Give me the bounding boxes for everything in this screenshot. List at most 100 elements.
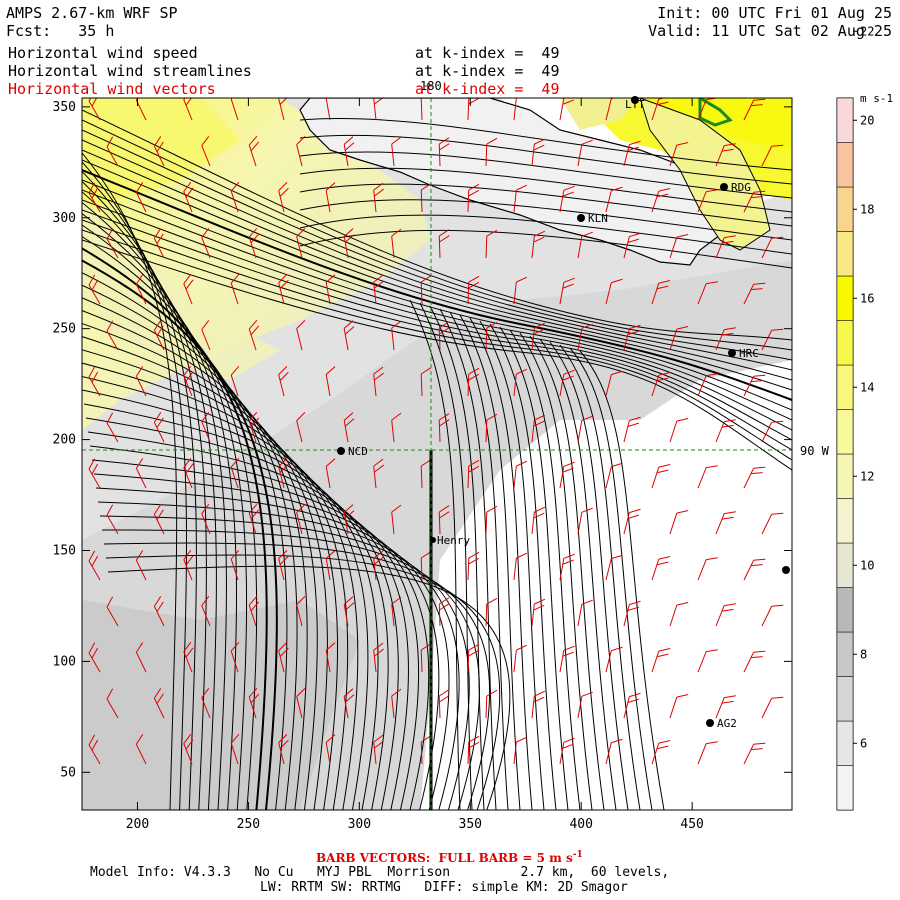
- barb-flag: [533, 144, 545, 151]
- barb-flag: [516, 460, 528, 467]
- barb-staff: [513, 98, 517, 121]
- barb-flag: [343, 596, 354, 605]
- wind-barb: [373, 642, 384, 673]
- barb-flag: [563, 369, 575, 375]
- barb-flag: [344, 602, 355, 611]
- wind-barb: [278, 366, 289, 397]
- barb-flag: [325, 642, 336, 651]
- barb-flag: [611, 554, 623, 560]
- wind-barb: [230, 273, 240, 305]
- wind-barb: [135, 182, 147, 213]
- barb-staff: [420, 557, 423, 581]
- streamline: [519, 332, 593, 810]
- wind-barb: [623, 324, 641, 351]
- barb-flag: [183, 549, 192, 560]
- wind-barb: [438, 137, 450, 167]
- colorbar-swatch: [836, 498, 854, 544]
- barb-staff: [438, 695, 441, 719]
- colorbar-swatch: [836, 542, 854, 588]
- barb-flag: [91, 279, 99, 291]
- wind-barb: [230, 733, 240, 765]
- barb-flag: [325, 274, 336, 283]
- station-dot-rdg: [720, 183, 728, 191]
- wind-barb: [201, 319, 211, 351]
- wind-barb: [88, 98, 101, 121]
- barb-flag: [629, 324, 641, 330]
- barb-flag: [344, 234, 355, 243]
- wind-barb: [485, 321, 498, 351]
- barb-flag: [374, 464, 384, 473]
- wind-barb: [651, 187, 671, 213]
- barb-flag: [721, 424, 734, 428]
- barb-flag: [296, 504, 306, 514]
- barb-staff: [201, 513, 211, 535]
- barb-staff: [325, 650, 331, 673]
- barb-flag: [106, 228, 114, 240]
- barb-staff: [325, 374, 331, 397]
- barb-staff: [391, 328, 395, 351]
- barb-flag: [658, 555, 671, 560]
- y-tick-label: 350: [53, 100, 76, 115]
- barb-staff: [743, 560, 755, 581]
- wind-barb: [106, 688, 119, 719]
- barb-flag: [533, 236, 545, 243]
- colorbar-swatch: [836, 186, 854, 232]
- barb-staff: [183, 743, 193, 765]
- barb-flag: [420, 643, 432, 651]
- barb-flag: [627, 330, 640, 335]
- wind-barb: [438, 597, 450, 627]
- barb-flag: [562, 467, 574, 473]
- barb-flag: [658, 739, 671, 744]
- barb-staff: [531, 604, 535, 627]
- barb-flag: [706, 557, 718, 561]
- barb-flag: [438, 321, 450, 329]
- barb-flag: [279, 555, 289, 565]
- barb-staff: [605, 282, 612, 305]
- wind-barb: [669, 325, 689, 351]
- wind-barb: [605, 646, 623, 673]
- wind-barb: [651, 279, 671, 305]
- wind-barb: [467, 735, 480, 765]
- station-dot-ag2: [706, 719, 714, 727]
- wind-barb: [715, 419, 736, 443]
- barb-staff: [531, 144, 535, 167]
- streamline: [299, 151, 792, 199]
- barb-staff: [485, 143, 488, 167]
- barb-flag: [439, 143, 450, 151]
- station-label-rdg: RDG: [731, 181, 751, 194]
- barb-flag: [533, 696, 545, 703]
- barb-flag: [658, 98, 671, 100]
- barb-staff: [623, 236, 630, 259]
- field-level-streamlines: at k-index = 49: [415, 62, 560, 80]
- barb-staff: [623, 328, 630, 351]
- barb-flag: [562, 375, 574, 381]
- wind-barb: [248, 411, 260, 443]
- wind-barb: [420, 551, 432, 581]
- barb-flag: [250, 417, 260, 428]
- streamline: [82, 201, 227, 810]
- barb-flag: [439, 695, 450, 703]
- barb-flag: [724, 511, 736, 515]
- barb-flag: [721, 516, 734, 520]
- model-info: Model Info: V4.3.3 No Cu MYJ PBL Morriso…: [90, 865, 670, 880]
- streamline: [559, 344, 641, 810]
- barb-flag: [656, 653, 669, 658]
- barb-staff: [743, 100, 755, 121]
- barb-flag: [106, 504, 114, 516]
- streamline: [82, 179, 792, 411]
- wind-barb: [391, 504, 402, 535]
- barb-staff: [230, 650, 239, 673]
- barb-staff: [230, 558, 239, 581]
- wind-barb: [153, 688, 165, 719]
- wind-barb: [373, 366, 384, 397]
- wind-barb: [715, 603, 736, 627]
- wind-barb: [183, 457, 194, 489]
- barb-staff: [248, 604, 257, 627]
- wind-barb: [715, 235, 736, 259]
- barb-flag: [91, 98, 99, 107]
- barb-staff: [343, 236, 349, 259]
- barb-staff: [106, 514, 119, 535]
- barb-flag: [135, 642, 144, 653]
- barb-staff: [183, 99, 193, 121]
- barb-flag: [656, 469, 669, 474]
